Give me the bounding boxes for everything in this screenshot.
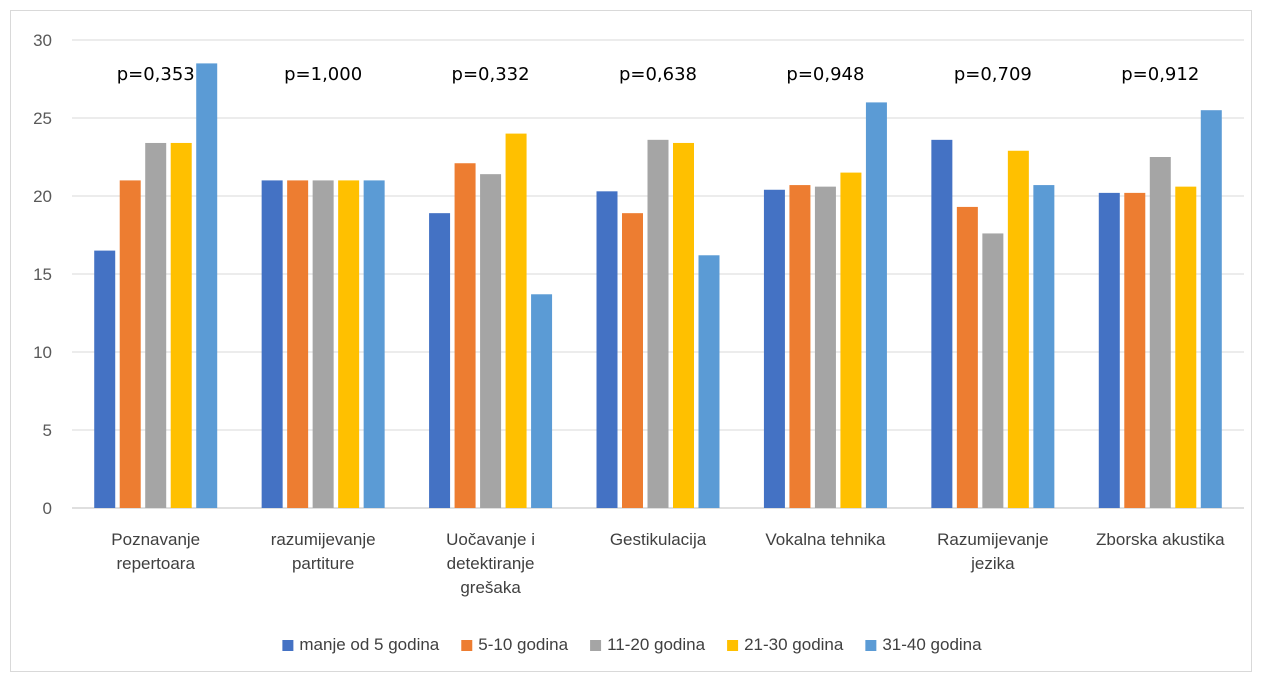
bar	[840, 172, 862, 508]
p-value-label: p=1,000	[284, 64, 362, 85]
bar	[865, 102, 887, 509]
legend-label: 21-30 godina	[744, 635, 844, 654]
p-value-annotations: p=0,353 p=1,000 p=0,332 p=0,638 p=0,948 p=0,7…	[117, 64, 1200, 85]
x-axis: Poznavanje repertoara razumijevanje partitu…	[111, 530, 1225, 597]
x-tick-label: razumijevanje partiture	[271, 530, 376, 573]
bar	[196, 63, 218, 509]
y-tick-label: 30	[33, 31, 52, 50]
bar	[1175, 186, 1197, 508]
bar	[261, 180, 283, 508]
p-value-label: p=0,638	[619, 64, 697, 85]
y-tick-label: 15	[33, 265, 52, 284]
bar	[119, 180, 141, 508]
bar	[982, 233, 1004, 508]
p-value-label: p=0,912	[1121, 64, 1199, 85]
bar	[956, 206, 978, 509]
legend-label: 31-40 godina	[882, 635, 982, 654]
bar	[1033, 185, 1055, 508]
y-tick-label: 5	[43, 421, 52, 440]
legend-label: manje od 5 godina	[299, 635, 439, 654]
x-tick-label: Zborska akustika	[1096, 530, 1225, 549]
bar	[363, 180, 385, 508]
legend-swatch	[727, 640, 739, 651]
bar	[480, 174, 502, 508]
legend-swatch	[461, 640, 473, 651]
bar	[1007, 150, 1029, 508]
bar	[429, 213, 451, 508]
bar	[1098, 192, 1120, 508]
x-tick-label: Uočavanje i detektiranje grešaka	[446, 530, 535, 597]
legend: manje od 5 godina 5-10 godina 11-20 godina…	[282, 635, 982, 654]
bar	[931, 139, 953, 508]
bar	[312, 180, 334, 508]
x-tick-label: Gestikulacija	[610, 530, 707, 549]
y-axis: 0 5 10 15 20 25 30	[33, 31, 52, 518]
bar	[673, 142, 694, 508]
bar	[170, 142, 192, 508]
bar	[145, 142, 167, 508]
legend-label: 11-20 godina	[607, 635, 706, 654]
bar	[505, 133, 527, 508]
bar	[1200, 110, 1222, 508]
x-tick-label: Poznavanje repertoara	[111, 530, 200, 573]
bar	[647, 139, 669, 508]
p-value-label: p=0,948	[786, 64, 864, 85]
p-value-label: p=0,353	[117, 64, 195, 85]
bar	[287, 180, 309, 508]
bar	[94, 250, 116, 508]
x-tick-label: Razumijevanje jezika	[937, 530, 1049, 573]
bar	[814, 186, 836, 508]
y-tick-label: 10	[33, 343, 52, 362]
legend-swatch	[590, 640, 602, 651]
bar	[531, 294, 553, 508]
bar	[454, 163, 476, 509]
bar	[1124, 192, 1146, 508]
bar	[622, 213, 643, 508]
bar	[1149, 157, 1171, 508]
bars	[94, 63, 1222, 509]
bar	[698, 255, 720, 508]
bar	[763, 189, 785, 508]
p-value-label: p=0,709	[954, 64, 1032, 85]
bar	[596, 191, 618, 508]
legend-label: 5-10 godina	[478, 635, 568, 654]
y-tick-label: 25	[33, 109, 52, 128]
bar	[789, 185, 811, 508]
x-tick-label: Vokalna tehnika	[765, 530, 886, 549]
y-tick-label: 0	[43, 499, 52, 518]
legend-swatch	[282, 640, 294, 651]
y-tick-label: 20	[33, 187, 52, 206]
legend-swatch	[865, 640, 877, 651]
bar	[338, 180, 360, 508]
p-value-label: p=0,332	[452, 64, 530, 85]
